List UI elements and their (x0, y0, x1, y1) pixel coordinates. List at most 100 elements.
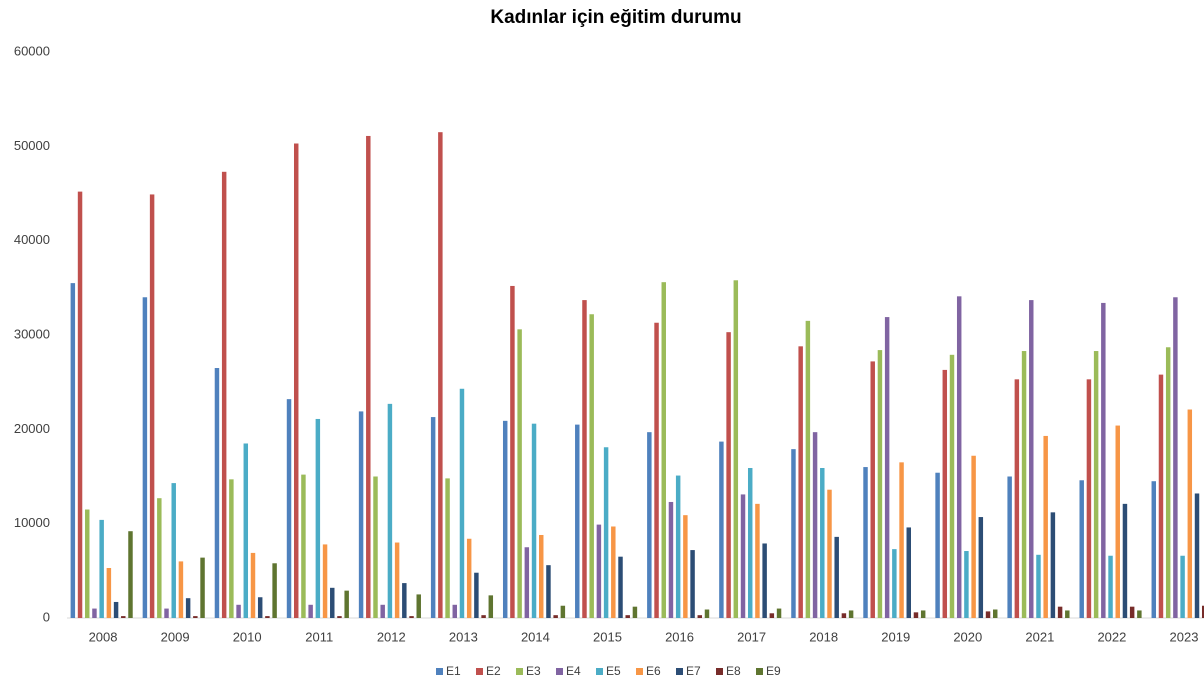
y-tick-label: 30000 (14, 326, 50, 341)
bar (589, 314, 594, 618)
bar (236, 604, 241, 618)
x-tick-label: 2013 (449, 629, 478, 644)
legend-swatch (516, 668, 523, 675)
x-tick-label: 2015 (593, 629, 622, 644)
bar (1108, 555, 1113, 618)
legend-swatch (436, 668, 443, 675)
bar (70, 283, 76, 618)
bar (834, 536, 839, 618)
bar (618, 556, 623, 618)
bar (920, 610, 926, 618)
legend-swatch (756, 668, 763, 675)
bar (1165, 347, 1171, 618)
bar (863, 467, 868, 618)
bar (221, 171, 227, 618)
bar (812, 432, 818, 618)
legend-swatch (676, 668, 683, 675)
bar (798, 346, 803, 618)
bar (438, 132, 443, 618)
bar (575, 424, 580, 618)
bar (164, 608, 169, 618)
bar (445, 478, 450, 618)
bar (1115, 425, 1120, 618)
bar (697, 615, 703, 618)
bar (121, 616, 126, 618)
bar (690, 550, 695, 618)
bar (1079, 480, 1084, 618)
bar (647, 432, 652, 618)
legend-swatch (556, 668, 563, 675)
bar (1137, 610, 1142, 618)
bar (358, 411, 364, 618)
bar (502, 420, 508, 618)
legend-label: E1 (446, 664, 461, 678)
legend-label: E9 (766, 664, 781, 678)
bar (654, 322, 659, 618)
bar (1187, 409, 1193, 618)
bar (582, 300, 587, 618)
bar (884, 317, 890, 618)
bar (611, 526, 616, 618)
bar (805, 320, 811, 618)
bar (510, 285, 515, 618)
bar (531, 423, 537, 618)
bar (1194, 493, 1200, 618)
bar (791, 449, 796, 618)
bar (978, 517, 984, 618)
bar (949, 354, 955, 618)
bar (387, 403, 393, 618)
chart-title: Kadınlar için eğitim durumu (490, 7, 741, 28)
bar (899, 462, 904, 618)
bar (286, 399, 292, 618)
bar (661, 282, 666, 618)
bar (315, 418, 321, 618)
bar (330, 587, 335, 618)
bar (827, 489, 832, 618)
bar (185, 598, 191, 618)
y-tick-label: 0 (43, 609, 50, 624)
bar (776, 608, 782, 618)
bar (1201, 605, 1204, 618)
legend-swatch (476, 668, 483, 675)
bar (560, 605, 566, 618)
y-tick-label: 40000 (14, 232, 50, 247)
bar (308, 604, 313, 618)
bar (344, 590, 349, 618)
bar (142, 297, 148, 618)
bar (1036, 554, 1041, 618)
bar (870, 361, 875, 618)
bar (942, 369, 948, 618)
bar (1043, 435, 1048, 618)
bar (272, 563, 277, 618)
bar (877, 350, 883, 618)
bar (257, 597, 263, 618)
bar (366, 135, 371, 618)
y-tick-label: 20000 (14, 421, 50, 436)
bar (1057, 606, 1063, 618)
bar (539, 534, 544, 618)
bar (430, 417, 436, 618)
bar (77, 191, 83, 618)
bar (99, 519, 104, 618)
x-tick-label: 2008 (89, 629, 118, 644)
x-tick-label: 2021 (1025, 629, 1054, 644)
bar (474, 572, 479, 618)
bar (625, 615, 630, 618)
bar (971, 455, 976, 618)
bar (553, 615, 558, 618)
bar (913, 612, 919, 618)
bar (603, 447, 609, 618)
bar (452, 604, 458, 618)
bar (726, 332, 731, 618)
x-tick-label: 2009 (161, 629, 190, 644)
bar (488, 595, 494, 618)
legend-swatch (716, 668, 723, 675)
legend-label: E3 (526, 664, 541, 678)
bar (229, 479, 234, 618)
x-tick-label: 2010 (233, 629, 262, 644)
bar (1129, 606, 1135, 618)
bar (993, 609, 998, 618)
legend-label: E5 (606, 664, 621, 678)
bar (293, 143, 299, 618)
bar (416, 594, 421, 618)
